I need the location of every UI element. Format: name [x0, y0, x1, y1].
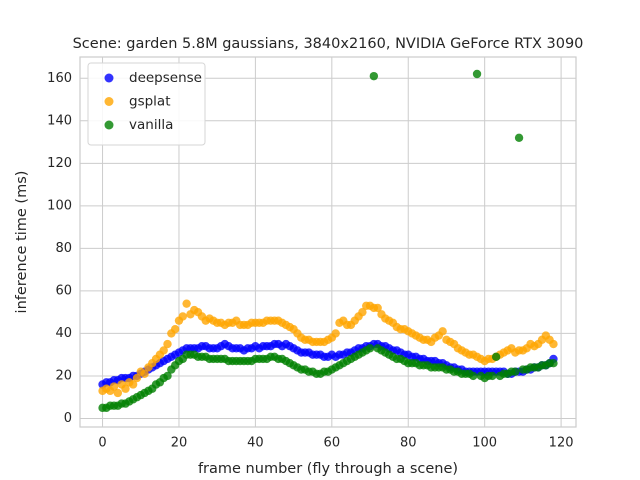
point	[140, 369, 149, 379]
point	[128, 380, 138, 389]
point	[472, 69, 482, 79]
point	[365, 344, 375, 353]
point	[358, 307, 367, 317]
x-tick-label: 60	[324, 436, 341, 451]
point	[163, 371, 172, 381]
legend-marker	[104, 97, 114, 106]
chart-title: Scene: garden 5.8M gaussians, 3840x2160,…	[73, 36, 584, 52]
y-tick-label: 0	[64, 411, 72, 426]
point	[163, 339, 172, 349]
point	[369, 71, 379, 81]
plot-frame	[79, 56, 577, 428]
point	[121, 384, 130, 393]
point	[373, 303, 382, 313]
legend-label: vanilla	[129, 117, 173, 133]
point	[514, 133, 524, 143]
y-tick-label: 140	[47, 113, 72, 128]
point	[182, 299, 191, 308]
y-tick-label: 100	[47, 198, 72, 213]
y-tick-label: 80	[55, 241, 72, 256]
legend-marker	[104, 120, 114, 130]
point	[109, 382, 119, 391]
point	[113, 388, 123, 398]
x-tick-label: 120	[549, 436, 574, 451]
legend-box	[87, 62, 206, 146]
y-tick-label: 40	[55, 326, 72, 341]
point	[132, 373, 142, 383]
point	[488, 371, 497, 381]
point	[549, 339, 558, 349]
point	[159, 346, 168, 355]
point	[170, 324, 180, 334]
legend-label: gsplat	[129, 94, 171, 110]
x-tick-label: 80	[400, 436, 417, 451]
point	[549, 359, 558, 368]
y-tick-label: 120	[47, 156, 72, 171]
point	[178, 312, 187, 321]
point	[331, 329, 340, 338]
point	[469, 371, 478, 381]
y-axis-label: inference time (ms)	[14, 171, 30, 314]
legend-label: deepsense	[129, 70, 202, 86]
series	[98, 69, 558, 413]
point	[438, 327, 447, 336]
y-tick-label: 60	[55, 283, 72, 298]
x-tick-label: 0	[98, 436, 106, 451]
x-tick-label: 40	[247, 436, 264, 451]
point	[511, 367, 520, 376]
y-tick-label: 20	[55, 368, 72, 383]
series	[98, 299, 558, 398]
x-tick-label: 20	[171, 436, 188, 451]
legend-marker	[104, 73, 114, 83]
x-axis-label: frame number (fly through a scene)	[198, 461, 458, 477]
point	[491, 352, 501, 362]
y-tick-label: 160	[47, 71, 72, 86]
x-tick-label: 100	[472, 436, 497, 451]
